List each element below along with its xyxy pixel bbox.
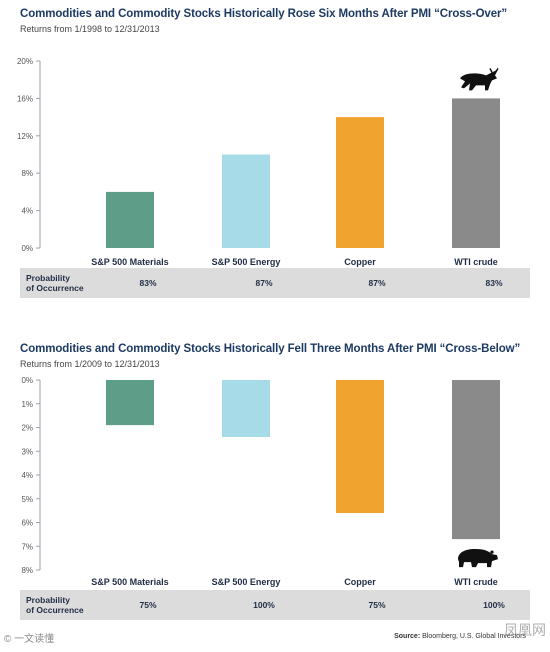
probability-value: 100% bbox=[483, 600, 505, 610]
bear-icon bbox=[458, 548, 498, 568]
probability-value: 87% bbox=[368, 278, 386, 288]
probability-value: 100% bbox=[253, 600, 275, 610]
y-tick-label: 4% bbox=[21, 207, 33, 216]
watermark: © 一文读懂 bbox=[4, 634, 55, 645]
category-label: WTI crude bbox=[454, 257, 498, 267]
bar bbox=[452, 98, 500, 249]
y-tick-label: 1% bbox=[21, 400, 33, 409]
y-tick-label: 8% bbox=[21, 169, 33, 178]
category-label: S&P 500 Energy bbox=[212, 577, 281, 587]
bar bbox=[222, 154, 270, 248]
category-label: S&P 500 Materials bbox=[91, 577, 168, 587]
y-tick-label: 7% bbox=[21, 542, 33, 551]
chart1-subtitle: Returns from 1/1998 to 12/31/2013 bbox=[20, 24, 160, 34]
y-tick-label: 3% bbox=[21, 447, 33, 456]
bull-icon bbox=[460, 68, 499, 91]
y-tick-label: 6% bbox=[21, 519, 33, 528]
source-note: Source: Bloomberg, U.S. Global Investors bbox=[394, 633, 526, 640]
category-label: WTI crude bbox=[454, 577, 498, 587]
y-tick-label: 2% bbox=[21, 424, 33, 433]
y-tick-label: 12% bbox=[17, 132, 33, 141]
probability-value: 83% bbox=[139, 278, 157, 288]
probability-label: Probability of Occurrence bbox=[26, 273, 84, 293]
probability-value: 75% bbox=[368, 600, 386, 610]
chart2-probability-row: Probability of Occurrence 75% 100% 75% 1… bbox=[20, 590, 530, 620]
bar bbox=[106, 380, 154, 426]
bar bbox=[336, 117, 384, 248]
chart1-probability-row: Probability of Occurrence 83% 87% 87% 83… bbox=[20, 268, 530, 298]
probability-value: 87% bbox=[255, 278, 273, 288]
y-tick-label: 20% bbox=[17, 57, 33, 66]
chart1-plot: 0% 4% 8% 12% 16% 20% S&P 500 Materials S&P 500 … bbox=[17, 57, 500, 267]
y-tick-label: 0% bbox=[21, 376, 33, 385]
y-tick-label: 0% bbox=[21, 244, 33, 253]
y-tick-label: 16% bbox=[17, 94, 33, 103]
chart2-subtitle: Returns from 1/2009 to 12/31/2013 bbox=[20, 359, 160, 369]
category-label: S&P 500 Materials bbox=[91, 257, 168, 267]
probability-value: 83% bbox=[485, 278, 503, 288]
watermark: 凤凰网 bbox=[504, 622, 546, 638]
chart2-title: Commodities and Commodity Stocks Histori… bbox=[20, 343, 521, 355]
probability-value: 75% bbox=[139, 600, 157, 610]
category-label: Copper bbox=[344, 577, 376, 587]
bar bbox=[106, 191, 154, 248]
y-tick-label: 4% bbox=[21, 471, 33, 480]
probability-label: Probability of Occurrence bbox=[26, 595, 84, 615]
y-tick-label: 8% bbox=[21, 566, 33, 575]
chart1-title: Commodities and Commodity Stocks Histori… bbox=[20, 8, 508, 20]
bar bbox=[222, 380, 270, 437]
bar bbox=[452, 380, 500, 540]
chart2-plot: 0% 1% 2% 3% 4% 5% 6% 7% 8% S&P 500 Materials S&P 5… bbox=[21, 376, 500, 587]
category-label: S&P 500 Energy bbox=[212, 257, 281, 267]
y-tick-label: 5% bbox=[21, 495, 33, 504]
bar bbox=[336, 380, 384, 513]
category-label: Copper bbox=[344, 257, 376, 267]
